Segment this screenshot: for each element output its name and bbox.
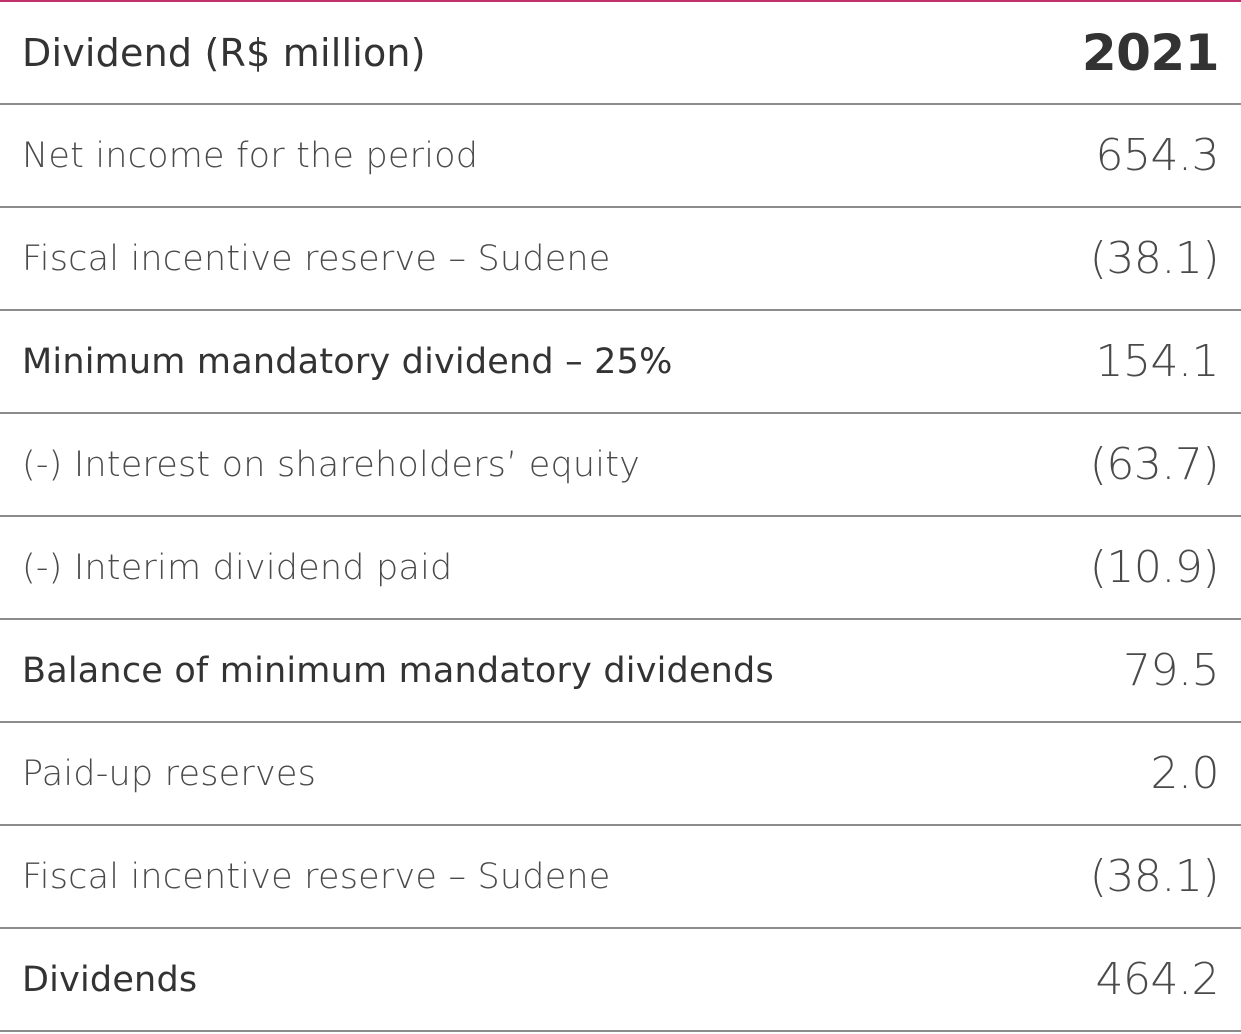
row-label: (-) Interim dividend paid bbox=[22, 547, 453, 588]
row-label: Dividends bbox=[22, 959, 198, 1000]
row-value: 79.5 bbox=[1123, 645, 1219, 696]
row-label: Fiscal incentive reserve – Sudene bbox=[22, 238, 611, 279]
table-row: Balance of minimum mandatory dividends 7… bbox=[0, 620, 1241, 723]
year-column-header: 2021 bbox=[1081, 23, 1220, 82]
table-row: Net income for the period 654.3 bbox=[0, 105, 1241, 208]
table-title: Dividend (R$ million) bbox=[22, 30, 426, 75]
table-row: Fiscal incentive reserve – Sudene (38.1) bbox=[0, 208, 1241, 311]
table-header-row: Dividend (R$ million) 2021 bbox=[0, 2, 1241, 105]
row-value: (38.1) bbox=[1089, 851, 1220, 902]
table-row: (-) Interest on shareholders’ equity (63… bbox=[0, 414, 1241, 517]
row-label: Paid-up reserves bbox=[22, 753, 317, 794]
row-label: (-) Interest on shareholders’ equity bbox=[22, 444, 641, 485]
row-value: (63.7) bbox=[1089, 439, 1220, 490]
row-value: 2.0 bbox=[1150, 748, 1220, 799]
row-value: 654.3 bbox=[1095, 130, 1220, 181]
table-row: Dividends 464.2 bbox=[0, 929, 1241, 1032]
row-value: 464.2 bbox=[1095, 954, 1220, 1005]
row-label: Minimum mandatory dividend – 25% bbox=[22, 341, 673, 382]
row-value: (10.9) bbox=[1089, 542, 1220, 593]
table-row: Paid-up reserves 2.0 bbox=[0, 723, 1241, 826]
table-row: Fiscal incentive reserve – Sudene (38.1) bbox=[0, 826, 1241, 929]
row-value: (38.1) bbox=[1089, 233, 1220, 284]
table-row: Minimum mandatory dividend – 25% 154.1 bbox=[0, 311, 1241, 414]
row-label: Fiscal incentive reserve – Sudene bbox=[22, 856, 611, 897]
row-label: Net income for the period bbox=[22, 135, 479, 176]
row-value: 154.1 bbox=[1095, 336, 1220, 387]
row-label: Balance of minimum mandatory dividends bbox=[22, 650, 774, 691]
table-row: (-) Interim dividend paid (10.9) bbox=[0, 517, 1241, 620]
